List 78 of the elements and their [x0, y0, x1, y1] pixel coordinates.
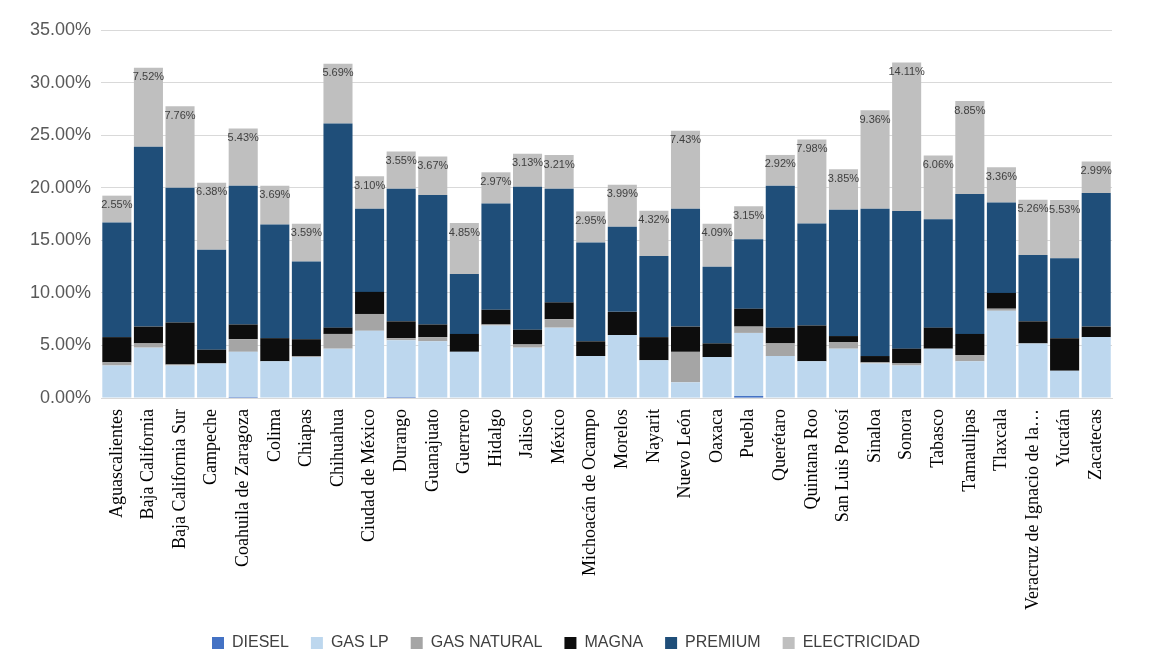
- y-tick-label: 5.00%: [40, 334, 92, 355]
- x-tick-label: Sinaloa: [863, 409, 884, 464]
- legend-label: PREMIUM: [685, 633, 761, 651]
- y-tick-label: 35.00%: [29, 18, 92, 39]
- x-tick-label: Tamaulipas: [958, 409, 979, 492]
- x-tick-label: Quintana Roo: [800, 409, 821, 510]
- x-tick-label: Tlaxcala: [990, 409, 1011, 472]
- data-label: 3.36%: [985, 169, 1018, 182]
- data-label: 3.85%: [827, 171, 860, 184]
- data-label: 3.55%: [385, 154, 417, 167]
- y-tick-label: 0.00%: [40, 387, 92, 408]
- data-label: 8.85%: [954, 103, 986, 116]
- x-tick-label: Aguascalientes: [105, 409, 126, 519]
- x-tick-label: Chihuahua: [326, 409, 347, 488]
- x-tick-label: Veracruz de Ignacio de la…: [1021, 409, 1042, 611]
- data-label: 3.99%: [606, 187, 639, 200]
- x-tick-label: Durango: [389, 409, 410, 473]
- data-label: 3.10%: [353, 178, 386, 191]
- y-tick-label: 30.00%: [29, 71, 92, 92]
- x-tick-label: Puebla: [737, 409, 758, 459]
- x-tick-label: Oaxaca: [705, 409, 726, 464]
- data-label: 2.97%: [480, 174, 512, 187]
- data-label: 9.36%: [859, 112, 891, 125]
- data-label: 14.11%: [888, 65, 926, 78]
- data-label: 7.98%: [796, 142, 828, 155]
- data-label: 5.26%: [1017, 202, 1049, 215]
- legend-label: GAS LP: [330, 633, 389, 651]
- data-label: 2.95%: [575, 213, 607, 226]
- y-tick-label: 15.00%: [29, 229, 92, 250]
- data-label: 7.43%: [669, 133, 702, 146]
- x-tick-label: Guanajuato: [421, 409, 442, 493]
- data-label: 2.92%: [764, 157, 797, 170]
- x-tick-label: Sonora: [895, 409, 916, 461]
- x-tick-label: Campeche: [200, 409, 221, 486]
- data-label: 3.13%: [511, 156, 544, 169]
- x-tick-label: Zacatecas: [1084, 409, 1105, 481]
- x-tick-label: Guerrero: [453, 409, 474, 475]
- legend-label: GAS NATURAL: [430, 633, 543, 651]
- y-tick-label: 25.00%: [29, 124, 92, 145]
- data-label: 3.69%: [259, 188, 291, 201]
- data-label: 5.43%: [227, 131, 260, 144]
- x-tick-label: Nayarit: [642, 409, 663, 464]
- legend-label: DIESEL: [231, 633, 289, 651]
- x-tick-label: Chiapas: [295, 409, 316, 468]
- data-label: 2.55%: [101, 198, 133, 211]
- y-tick-label: 20.00%: [29, 176, 92, 197]
- x-tick-label: San Luis Potosí: [832, 409, 853, 523]
- x-tick-label: Michoacán de Ocampo: [579, 409, 600, 577]
- x-tick-label: Nuevo León: [674, 409, 695, 499]
- data-label: 4.85%: [448, 225, 481, 238]
- x-tick-label: Querétaro: [769, 409, 790, 482]
- y-tick-label: 10.00%: [29, 281, 92, 302]
- data-label: 6.06%: [922, 158, 955, 171]
- x-tick-label: Jalisco: [516, 409, 537, 459]
- x-tick-label: Baja California: [137, 409, 158, 520]
- data-label: 3.67%: [417, 159, 449, 172]
- x-tick-label: Tabasco: [926, 409, 947, 468]
- data-label: 3.59%: [290, 226, 323, 239]
- data-label: 3.21%: [543, 157, 575, 170]
- data-label: 4.32%: [638, 213, 670, 226]
- x-tick-label: México: [547, 409, 568, 465]
- data-label: 5.69%: [322, 66, 354, 79]
- x-tick-label: Baja California Sur: [168, 409, 189, 550]
- x-tick-label: Coahuila de Zaragoza: [231, 409, 252, 568]
- data-label: 2.99%: [1080, 164, 1113, 177]
- x-tick-label: Hidalgo: [484, 409, 505, 468]
- data-label: 7.76%: [164, 108, 196, 121]
- data-label: 7.52%: [132, 70, 165, 83]
- data-label: 3.15%: [733, 208, 765, 221]
- data-label: 5.53%: [1049, 202, 1081, 215]
- x-tick-label: Yucatán: [1053, 409, 1074, 468]
- data-label: 4.09%: [701, 226, 733, 239]
- legend-label: MAGNA: [584, 633, 644, 651]
- legend-label: ELECTRICIDAD: [802, 633, 921, 651]
- x-tick-label: Ciudad de México: [358, 409, 379, 543]
- x-tick-label: Colima: [263, 409, 284, 463]
- x-tick-label: Morelos: [611, 409, 632, 470]
- data-label: 6.38%: [196, 185, 228, 198]
